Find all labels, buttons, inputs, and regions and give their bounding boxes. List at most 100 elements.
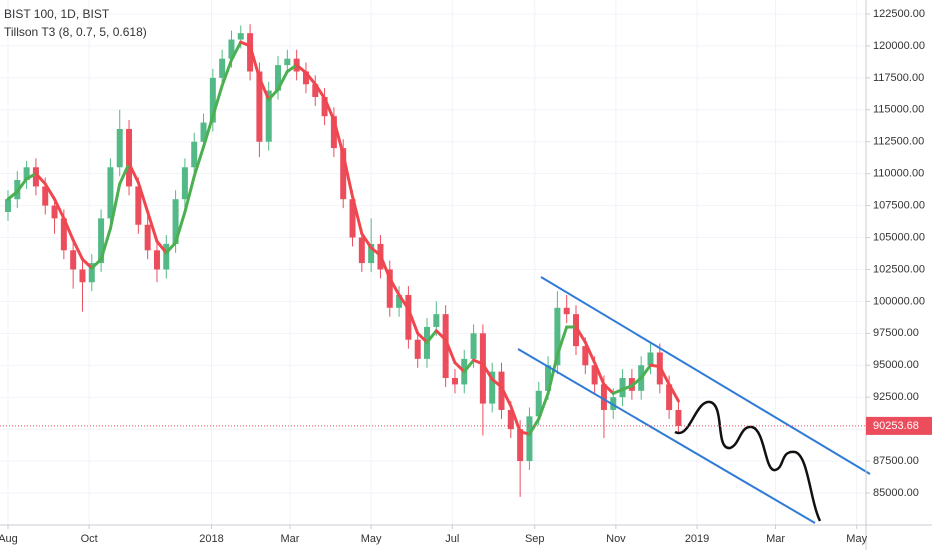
indicator-line — [127, 161, 140, 185]
indicator-line — [99, 227, 112, 261]
candle-body — [23, 167, 30, 181]
candle-body — [144, 224, 151, 251]
x-tick-label: Sep — [525, 533, 545, 545]
candle-body — [442, 314, 449, 379]
indicator-line — [71, 238, 84, 261]
indicator-line — [192, 145, 206, 178]
indicator-line — [667, 382, 680, 403]
indicator-line — [267, 87, 280, 102]
candle-body — [545, 365, 552, 391]
indicator-line — [378, 253, 392, 280]
indicator-line — [136, 181, 150, 214]
indicator-line — [323, 96, 336, 122]
indicator-line — [6, 190, 19, 201]
indicator-line — [425, 329, 438, 344]
candle-body — [200, 122, 207, 142]
candle-body — [98, 218, 105, 264]
candle-body — [582, 346, 589, 366]
candle-body — [517, 429, 524, 462]
chart-title: BIST 100, 1D, BIST — [4, 7, 110, 21]
candle-body — [265, 90, 272, 142]
candle-body — [172, 199, 179, 244]
indicator-line — [285, 63, 299, 73]
indicator-line — [229, 40, 243, 62]
projection-sketch — [674, 400, 822, 522]
y-tick-label: 110000.00 — [873, 168, 924, 180]
candle-body — [554, 307, 561, 366]
y-tick-label: 87500.00 — [873, 455, 919, 467]
candle-body — [284, 58, 291, 66]
candle-body — [237, 33, 244, 40]
indicator-line — [332, 118, 345, 157]
candle-body — [600, 384, 607, 410]
x-tick-label: Mar — [766, 533, 785, 545]
candle-body — [479, 333, 486, 404]
candle-body — [340, 148, 347, 200]
candle-body — [386, 269, 393, 308]
indicator-line — [90, 257, 103, 270]
indicator-line — [472, 358, 485, 366]
candle-body — [51, 205, 58, 219]
indicator-line — [621, 384, 634, 392]
indicator-line — [602, 382, 615, 395]
indicator-line — [574, 325, 587, 344]
indicator-line — [15, 177, 29, 194]
candle-body — [126, 128, 133, 187]
indicator-line — [211, 84, 224, 118]
indicator-line — [611, 388, 625, 395]
indicator-line — [648, 363, 662, 369]
candle-body — [526, 416, 533, 462]
indicator-line — [444, 338, 457, 365]
candle-body — [256, 71, 263, 142]
x-tick-label: 2019 — [685, 533, 709, 545]
channel-lower — [517, 348, 816, 524]
candle-body — [330, 116, 337, 149]
grid — [0, 0, 866, 525]
candle-body — [349, 199, 356, 238]
indicator-line — [304, 71, 317, 86]
candle-body — [563, 307, 570, 315]
candle-body — [163, 243, 170, 270]
candle-body — [209, 77, 216, 123]
candle-body — [247, 33, 254, 72]
indicator-line — [406, 307, 420, 335]
x-tick-label: Oct — [81, 533, 98, 545]
candle-body — [321, 97, 328, 117]
indicator-line — [490, 377, 504, 389]
indicator-line — [453, 361, 466, 374]
indicator-line — [202, 114, 215, 149]
indicator-line — [360, 232, 373, 250]
indicator-line — [248, 44, 261, 80]
candle-body — [228, 39, 235, 59]
indicator-line — [518, 430, 531, 436]
candle-body — [32, 167, 39, 187]
candle-body — [70, 250, 77, 270]
x-tick-label: May — [361, 533, 382, 545]
indicator-line — [416, 331, 429, 344]
candle-body — [107, 167, 114, 219]
y-tick-label: 100000.00 — [873, 295, 925, 307]
y-tick-label: 85000.00 — [873, 487, 919, 499]
candle-body — [4, 199, 11, 212]
y-tick-label: 102500.00 — [873, 263, 925, 275]
candle-body — [573, 314, 580, 347]
candle-body — [191, 141, 198, 168]
candle-body — [219, 58, 226, 78]
indicator-line — [25, 172, 38, 181]
y-tick-label: 117500.00 — [873, 72, 924, 84]
indicator-line — [257, 76, 271, 102]
indicator-line — [527, 417, 541, 436]
indicator-line — [630, 376, 643, 388]
indicator-line — [53, 197, 66, 220]
x-tick-label: Aug — [0, 533, 18, 545]
indicator-name: Tillson T3 (8, 0.7, 5, 0.618) — [4, 25, 147, 39]
candle-body — [405, 295, 412, 340]
y-tick-label: 115000.00 — [873, 104, 924, 116]
x-tick-label: May — [846, 533, 867, 545]
indicator-line — [155, 239, 168, 255]
candle-body — [302, 71, 309, 85]
indicator-line — [583, 340, 597, 365]
indicator-line — [500, 385, 513, 408]
